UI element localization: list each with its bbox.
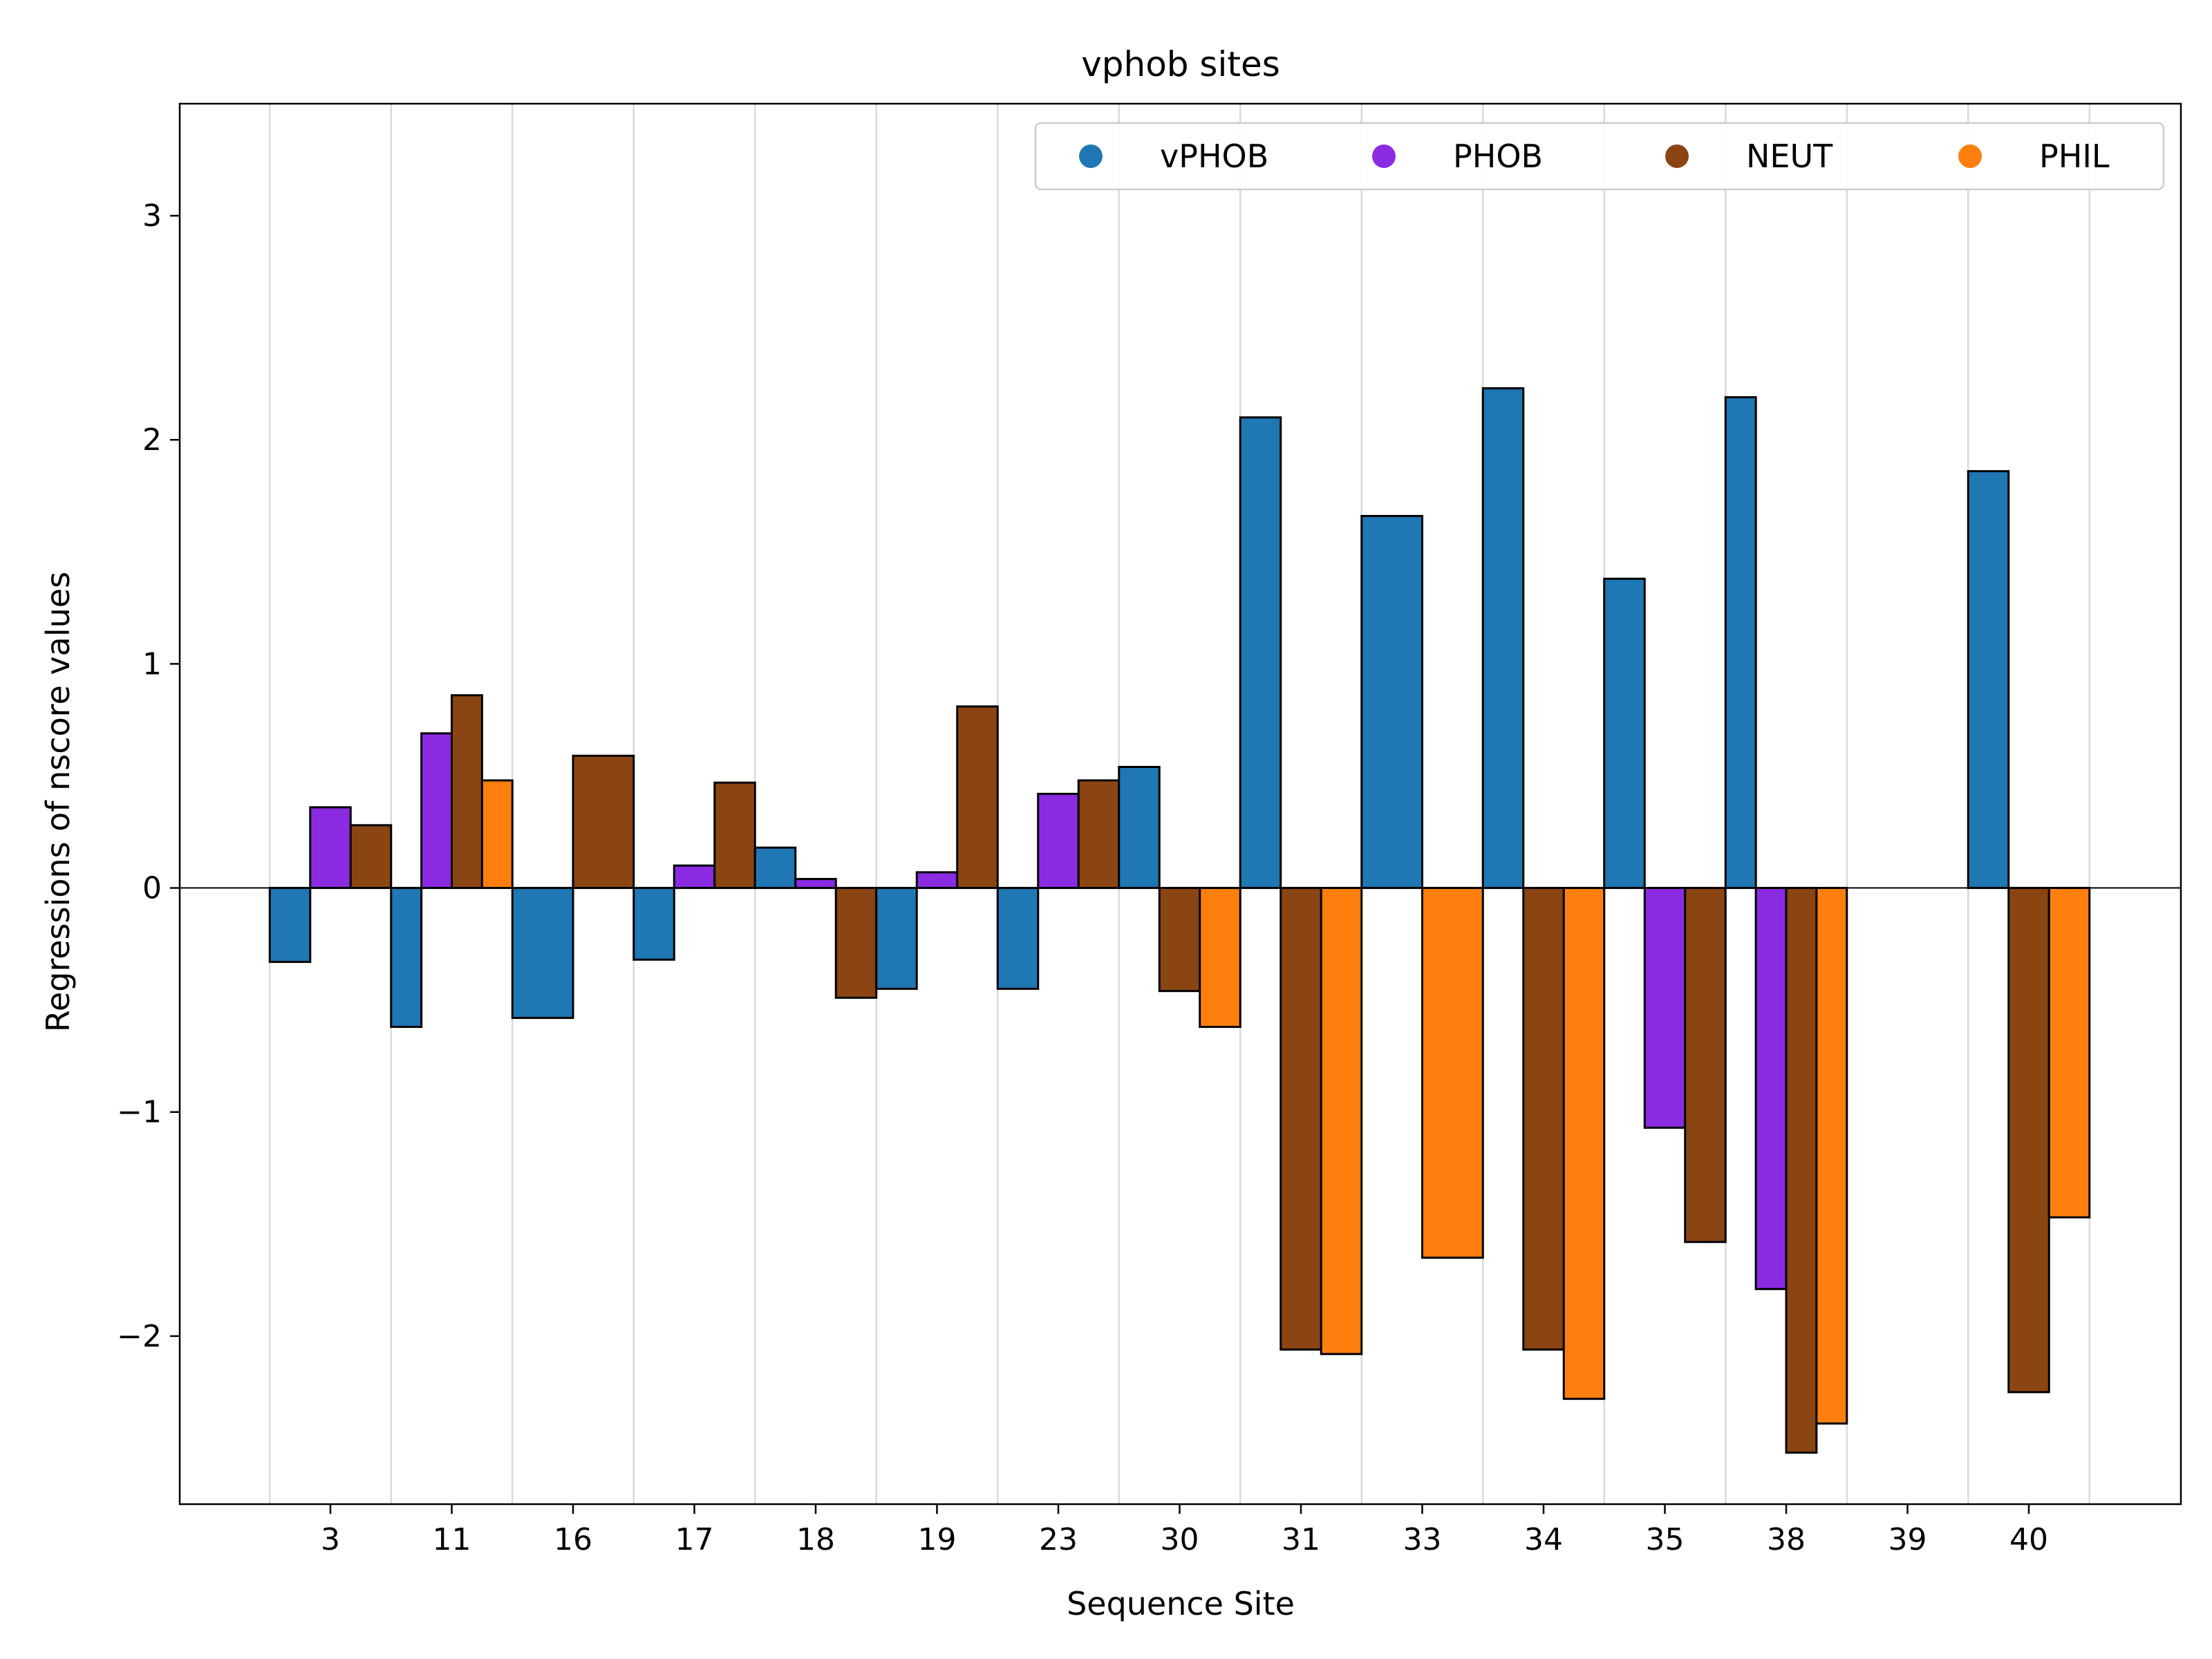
x-tick-label: 11 — [433, 1522, 471, 1557]
bar-phil-40 — [2047, 887, 2091, 1219]
bar-neut-31 — [1280, 887, 1322, 1351]
x-tick-label: 3 — [321, 1522, 340, 1557]
bar-phob-23 — [1037, 792, 1080, 890]
bar-neut-18 — [834, 887, 878, 999]
x-tick-label: 31 — [1282, 1522, 1320, 1557]
x-tick-label: 34 — [1524, 1522, 1563, 1557]
legend-label-phil: PHIL — [2039, 138, 2110, 175]
x-tick-label: 17 — [675, 1522, 714, 1557]
bar-phob-38 — [1754, 887, 1788, 1291]
legend-label-neut: NEUT — [1746, 138, 1833, 175]
y-tick-label: −2 — [117, 1319, 162, 1354]
bar-layer — [268, 387, 2091, 1454]
x-tick-label: 40 — [2009, 1522, 2048, 1557]
bar-neut-16 — [572, 754, 635, 890]
x-tick-label: 18 — [796, 1522, 835, 1557]
x-tick-label: 33 — [1403, 1522, 1442, 1557]
bar-phil-34 — [1562, 887, 1606, 1400]
legend: vPHOB PHOB NEUT PHIL — [1034, 122, 2165, 191]
y-tick-label: 3 — [142, 198, 162, 234]
bar-vphob-18 — [753, 846, 797, 890]
bar-vphob-35 — [1603, 577, 1646, 890]
bar-neut-38 — [1785, 887, 1818, 1454]
chart-title: vphob sites — [1081, 44, 1280, 84]
bar-neut-35 — [1684, 887, 1727, 1244]
x-tick-label: 23 — [1039, 1522, 1078, 1557]
x-tick-label: 16 — [554, 1522, 592, 1557]
legend-label-vphob: vPHOB — [1160, 138, 1268, 175]
bar-vphob-17 — [632, 887, 675, 961]
bar-phob-35 — [1643, 887, 1687, 1129]
bar-phil-33 — [1421, 887, 1484, 1259]
bar-neut-17 — [713, 781, 756, 890]
x-tick-label: 39 — [1888, 1522, 1927, 1557]
bar-phil-38 — [1815, 887, 1848, 1425]
x-tick-label: 38 — [1767, 1522, 1806, 1557]
y-tick-label: 0 — [142, 871, 162, 906]
bar-neut-34 — [1522, 887, 1565, 1351]
legend-marker-phil — [1958, 144, 1982, 168]
legend-box — [1034, 122, 2165, 191]
bar-neut-11 — [451, 694, 483, 890]
bar-vphob-33 — [1360, 514, 1423, 890]
legend-marker-vphob — [1079, 144, 1103, 168]
x-tick-label: 19 — [918, 1522, 957, 1557]
bar-phil-31 — [1320, 887, 1363, 1356]
bar-vphob-34 — [1481, 387, 1525, 890]
bar-neut-3 — [349, 824, 393, 890]
x-tick-label: 35 — [1646, 1522, 1685, 1557]
y-axis-label: Regressions of nscore values — [39, 572, 77, 1032]
bar-vphob-16 — [511, 887, 574, 1020]
y-tick-label: 1 — [142, 646, 162, 682]
bar-neut-30 — [1158, 887, 1201, 993]
y-tick-label: 2 — [142, 422, 162, 458]
bar-phob-11 — [420, 732, 453, 890]
bar-phob-18 — [794, 878, 837, 890]
x-tick-label: 30 — [1161, 1522, 1199, 1557]
bar-vphob-30 — [1118, 766, 1161, 890]
bar-phob-3 — [309, 806, 352, 890]
bar-vphob-19 — [875, 887, 918, 990]
bar-vphob-11 — [390, 887, 423, 1029]
bar-neut-23 — [1077, 779, 1121, 890]
bar-vphob-40 — [1967, 470, 2010, 890]
legend-marker-neut — [1665, 144, 1689, 168]
bar-vphob-38 — [1724, 396, 1757, 890]
bar-phob-19 — [915, 871, 959, 890]
bar-phob-17 — [673, 864, 716, 890]
x-axis-label: Sequence Site — [1067, 1585, 1295, 1622]
bar-vphob-23 — [996, 887, 1040, 990]
bar-vphob-31 — [1239, 416, 1282, 890]
y-tick-label: −1 — [117, 1095, 162, 1130]
bar-phil-30 — [1199, 887, 1241, 1029]
legend-label-phob: PHOB — [1453, 138, 1543, 175]
bar-neut-19 — [956, 705, 999, 890]
bar-phil-11 — [480, 779, 514, 890]
legend-marker-phob — [1372, 144, 1396, 168]
bar-neut-40 — [2007, 887, 2050, 1394]
bar-vphob-3 — [268, 887, 312, 964]
